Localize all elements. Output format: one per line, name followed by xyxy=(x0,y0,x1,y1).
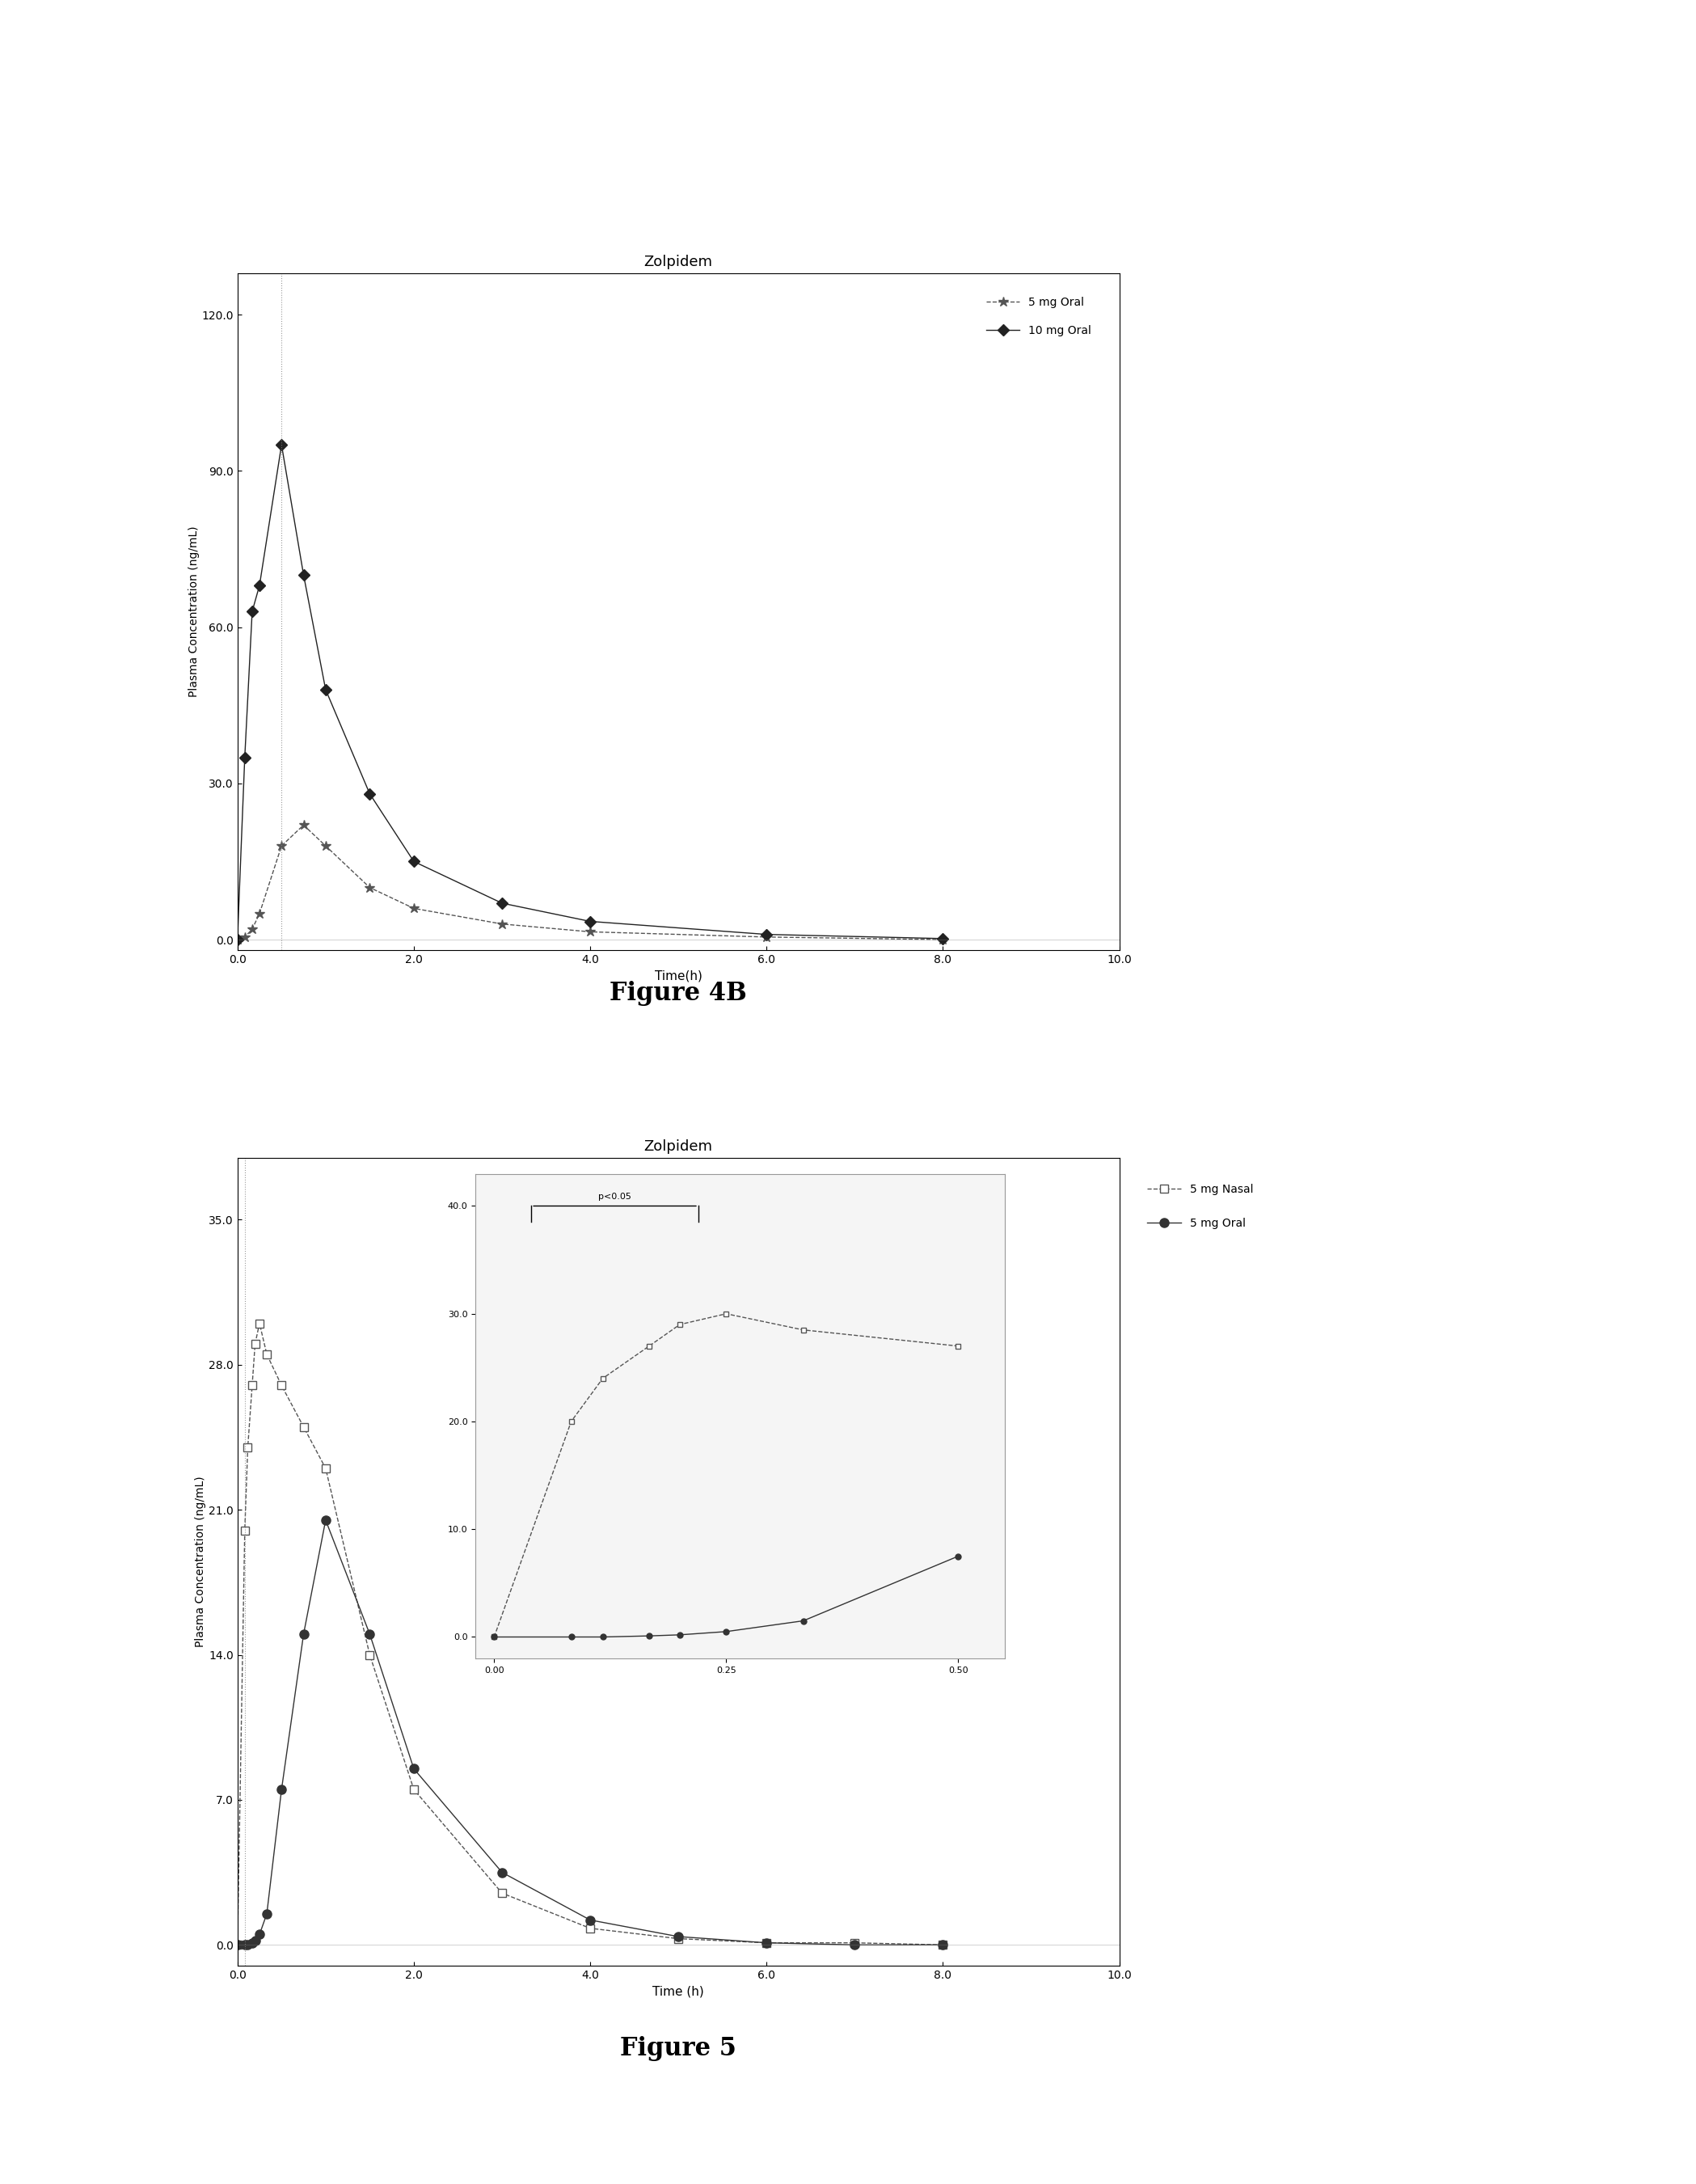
5 mg Nasal xyxy=(668,1926,689,1952)
10 mg Oral xyxy=(243,598,263,625)
5 mg Oral xyxy=(580,1907,600,1933)
Text: Figure 4B: Figure 4B xyxy=(611,981,746,1007)
5 mg Nasal xyxy=(315,1455,336,1481)
5 mg Oral xyxy=(360,874,380,900)
5 mg Nasal xyxy=(234,1518,254,1544)
5 mg Oral xyxy=(668,1924,689,1950)
5 mg Oral xyxy=(227,1933,248,1959)
Line: 10 mg Oral: 10 mg Oral xyxy=(234,441,946,943)
Legend: 5 mg Nasal, 5 mg Oral: 5 mg Nasal, 5 mg Oral xyxy=(1143,1179,1258,1234)
5 mg Oral xyxy=(360,1621,380,1647)
5 mg Nasal xyxy=(492,1880,512,1907)
5 mg Oral xyxy=(234,924,254,950)
5 mg Oral xyxy=(249,1922,270,1948)
10 mg Oral xyxy=(234,745,254,771)
10 mg Oral xyxy=(360,780,380,806)
Title: Zolpidem: Zolpidem xyxy=(644,1140,712,1153)
5 mg Oral xyxy=(243,915,263,941)
5 mg Oral xyxy=(315,1507,336,1533)
10 mg Oral xyxy=(580,909,600,935)
5 mg Oral xyxy=(756,1931,777,1957)
10 mg Oral xyxy=(315,677,336,703)
5 mg Nasal xyxy=(256,1341,276,1367)
5 mg Oral xyxy=(244,1928,265,1955)
5 mg Oral xyxy=(227,926,248,952)
Legend: 5 mg Oral, 10 mg Oral: 5 mg Oral, 10 mg Oral xyxy=(982,293,1096,341)
Line: 5 mg Oral: 5 mg Oral xyxy=(232,1516,948,1950)
10 mg Oral xyxy=(756,922,777,948)
5 mg Oral xyxy=(404,1756,424,1782)
5 mg Nasal xyxy=(244,1330,265,1356)
Y-axis label: Plasma Concentration (ng/mL): Plasma Concentration (ng/mL) xyxy=(188,526,200,697)
5 mg Oral xyxy=(933,1933,953,1959)
5 mg Oral xyxy=(756,924,777,950)
5 mg Nasal xyxy=(237,1435,258,1461)
Line: 5 mg Oral: 5 mg Oral xyxy=(232,819,948,946)
5 mg Oral xyxy=(271,1776,292,1802)
10 mg Oral xyxy=(271,432,292,459)
10 mg Oral xyxy=(492,891,512,917)
X-axis label: Time (h): Time (h) xyxy=(653,1985,704,1998)
5 mg Oral xyxy=(933,926,953,952)
5 mg Oral xyxy=(271,832,292,858)
5 mg Nasal xyxy=(271,1372,292,1398)
5 mg Oral xyxy=(580,919,600,946)
5 mg Nasal xyxy=(404,1776,424,1802)
5 mg Oral xyxy=(237,1933,258,1959)
5 mg Oral xyxy=(243,1931,263,1957)
5 mg Nasal xyxy=(243,1372,263,1398)
5 mg Oral xyxy=(404,895,424,922)
5 mg Nasal xyxy=(845,1931,865,1957)
5 mg Nasal xyxy=(360,1642,380,1669)
10 mg Oral xyxy=(249,572,270,598)
5 mg Nasal xyxy=(756,1931,777,1957)
5 mg Oral xyxy=(249,900,270,926)
Text: Figure 5: Figure 5 xyxy=(621,2035,736,2062)
5 mg Oral xyxy=(315,832,336,858)
Y-axis label: Plasma Concentration (ng/mL): Plasma Concentration (ng/mL) xyxy=(195,1476,207,1647)
5 mg Oral xyxy=(293,1621,314,1647)
10 mg Oral xyxy=(293,561,314,587)
10 mg Oral xyxy=(404,847,424,874)
5 mg Oral xyxy=(845,1933,865,1959)
5 mg Oral xyxy=(234,1933,254,1959)
X-axis label: Time(h): Time(h) xyxy=(655,970,702,983)
5 mg Nasal xyxy=(293,1413,314,1439)
10 mg Oral xyxy=(933,926,953,952)
5 mg Oral xyxy=(293,812,314,839)
5 mg Nasal xyxy=(249,1310,270,1337)
5 mg Nasal xyxy=(933,1933,953,1959)
5 mg Oral xyxy=(256,1900,276,1926)
Line: 5 mg Nasal: 5 mg Nasal xyxy=(234,1319,946,1948)
5 mg Oral xyxy=(492,911,512,937)
10 mg Oral xyxy=(227,926,248,952)
5 mg Nasal xyxy=(580,1915,600,1942)
5 mg Oral xyxy=(492,1859,512,1885)
Title: Zolpidem: Zolpidem xyxy=(644,256,712,269)
5 mg Nasal xyxy=(227,1933,248,1959)
